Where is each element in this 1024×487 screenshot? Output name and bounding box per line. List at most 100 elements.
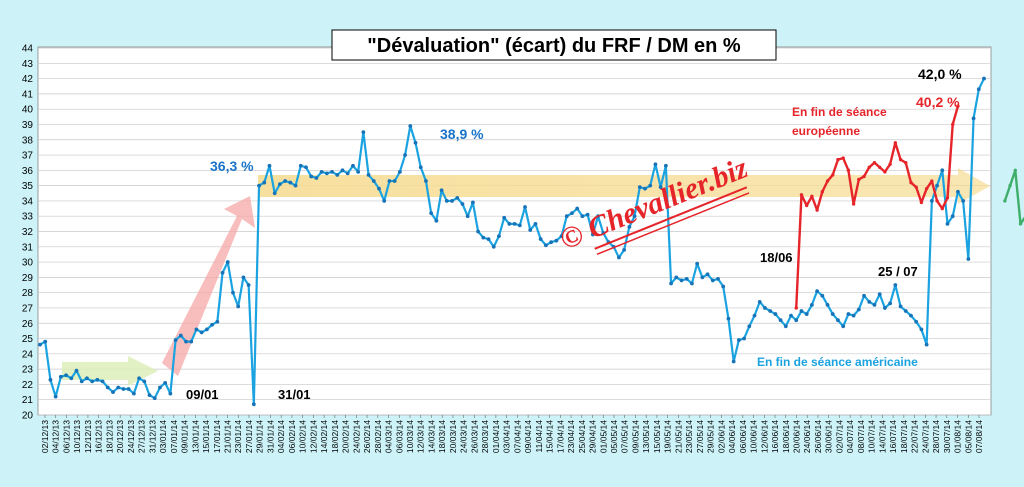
y-tick-label: 34 — [22, 196, 34, 207]
x-tick-label: 17/04/14 — [555, 420, 565, 453]
data-point — [945, 196, 950, 200]
rising-arrow — [162, 196, 255, 376]
y-tick-label: 30 — [22, 258, 34, 269]
y-tick-label: 41 — [22, 89, 34, 100]
y-tick-label: 42 — [22, 74, 34, 85]
data-point — [100, 379, 105, 384]
data-point — [643, 186, 647, 191]
x-tick-label: 28/02/14 — [373, 420, 383, 453]
x-tick-label: 21/05/14 — [673, 420, 683, 453]
data-point — [736, 338, 741, 342]
data-point — [773, 312, 778, 316]
data-point — [79, 379, 84, 384]
data-point — [324, 171, 329, 176]
x-tick-label: 15/04/14 — [545, 420, 555, 453]
y-tick-label: 40 — [22, 105, 34, 116]
data-point — [669, 281, 673, 286]
data-point — [893, 283, 898, 287]
data-point — [862, 293, 866, 298]
x-tick-label: 31/01/14 — [265, 420, 275, 453]
x-tick-label: 08/07/14 — [856, 420, 866, 453]
data-point — [601, 231, 606, 235]
data-point — [924, 342, 929, 347]
x-tick-label: 22/07/14 — [910, 420, 920, 453]
data-point — [491, 244, 496, 249]
data-point — [465, 214, 470, 219]
data-point — [945, 221, 950, 226]
data-point — [189, 339, 194, 344]
x-tick-label: 04/02/14 — [276, 420, 286, 453]
x-tick-label: 10/12/13 — [72, 420, 82, 453]
y-tick-label: 21 — [22, 395, 34, 406]
data-point — [919, 327, 924, 332]
data-point — [111, 390, 115, 394]
data-point — [272, 191, 277, 196]
data-point — [309, 174, 314, 179]
label-america: En fin de séance américaine — [757, 355, 918, 369]
x-tick-label: 23/04/14 — [566, 420, 576, 453]
x-tick-label: 07/08/14 — [974, 420, 984, 453]
data-point — [872, 303, 877, 307]
x-tick-label: 05/05/14 — [609, 420, 619, 453]
data-point — [476, 229, 480, 234]
data-point — [909, 313, 913, 318]
data-point — [257, 183, 261, 188]
annotation-38-9: 38,9 % — [440, 126, 484, 142]
data-point — [804, 312, 809, 316]
data-point — [982, 76, 986, 81]
x-tick-label: 01/05/14 — [598, 420, 608, 453]
data-point — [262, 180, 267, 185]
data-point — [653, 162, 658, 167]
x-tick-label: 10/07/14 — [867, 420, 877, 453]
data-point — [194, 327, 199, 332]
data-point — [570, 211, 574, 216]
data-point — [163, 380, 168, 385]
x-tick-label: 27/05/14 — [695, 420, 705, 453]
data-point — [241, 275, 246, 280]
data-point — [497, 234, 501, 238]
x-tick-label: 18/07/14 — [899, 420, 909, 453]
data-point — [392, 179, 397, 183]
data-point — [846, 312, 851, 316]
data-point — [888, 301, 893, 306]
x-tick-label: 16/07/14 — [888, 420, 898, 453]
data-point — [502, 215, 507, 220]
data-point — [168, 391, 173, 396]
data-point — [757, 299, 762, 304]
x-tick-label: 07/01/14 — [169, 420, 179, 453]
data-point — [382, 199, 387, 203]
data-point — [836, 318, 840, 323]
x-tick-label: 24/07/14 — [920, 420, 930, 453]
x-tick-label: 20/12/13 — [115, 420, 125, 453]
y-tick-label: 25 — [22, 334, 34, 345]
x-tick-label: 03/04/14 — [502, 420, 512, 453]
x-tick-label: 02/12/13 — [40, 420, 50, 453]
data-point — [251, 402, 256, 407]
data-point — [637, 185, 642, 190]
data-point — [397, 169, 402, 174]
y-tick-label: 43 — [22, 59, 34, 70]
y-tick-label: 26 — [22, 319, 34, 330]
data-point — [752, 313, 757, 318]
data-point — [554, 238, 559, 243]
x-tick-label: 13/01/14 — [190, 420, 200, 453]
x-tick-label: 16/12/13 — [94, 420, 104, 453]
data-point — [486, 237, 491, 242]
x-tick-label: 09/01/14 — [180, 420, 190, 453]
data-point — [684, 277, 689, 281]
data-point — [377, 186, 381, 191]
data-point — [778, 318, 783, 323]
data-point — [319, 169, 324, 174]
data-point — [137, 376, 141, 381]
x-tick-label: 20/02/14 — [341, 420, 351, 453]
x-tick-label: 19/05/14 — [663, 420, 673, 453]
data-point — [173, 338, 178, 342]
data-point — [617, 255, 621, 260]
data-point — [580, 214, 585, 219]
label-09-01: 09/01 — [186, 387, 219, 402]
x-tick-label: 29/04/14 — [588, 420, 598, 453]
data-point — [444, 199, 449, 203]
data-point — [147, 393, 152, 398]
data-point — [366, 173, 371, 177]
data-point — [330, 169, 334, 174]
